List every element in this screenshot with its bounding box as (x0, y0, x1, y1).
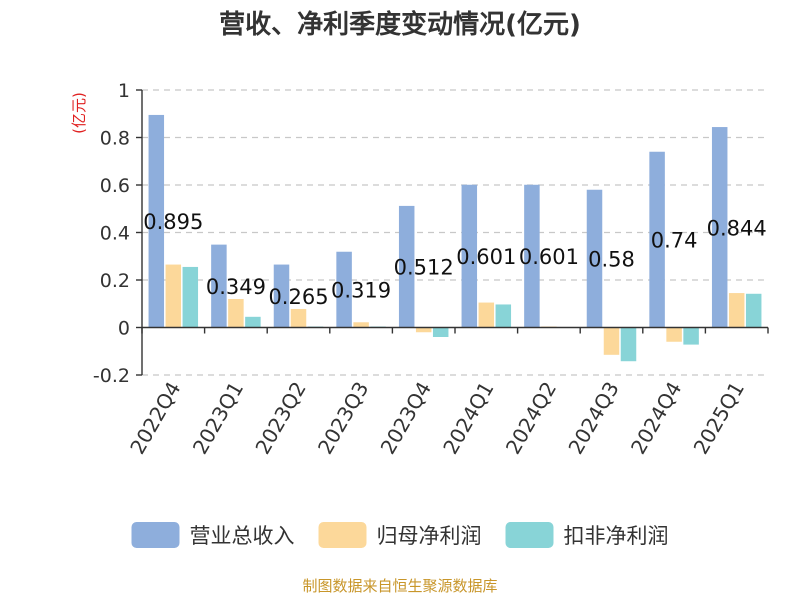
legend: 营业总收入 归母净利润 扣非净利润 (131, 522, 669, 548)
bar (398, 205, 415, 328)
bar (461, 184, 478, 328)
bar (228, 299, 244, 328)
gridlines (142, 89, 768, 376)
bar (683, 327, 699, 345)
bar (495, 304, 512, 328)
bar (524, 184, 540, 328)
data-label: 0.319 (331, 279, 391, 303)
data-label: 0.58 (588, 248, 635, 272)
bar (586, 189, 603, 328)
bar (336, 251, 352, 328)
x-tick-label: 2022Q4 (125, 378, 185, 459)
x-tick-label: 2025Q1 (689, 378, 749, 459)
y-tick-label: 0 (118, 318, 130, 340)
data-label: 0.601 (456, 245, 516, 269)
bar (603, 327, 620, 355)
bars (148, 114, 762, 362)
y-tick-label: 0.4 (100, 223, 130, 245)
y-tick-label: 1 (118, 80, 130, 102)
y-tick-label: 0.2 (100, 270, 130, 292)
x-tick-label: 2023Q2 (250, 378, 310, 459)
bar (432, 327, 449, 337)
bar (666, 327, 682, 342)
y-tick-label: 0.6 (100, 175, 130, 197)
y-tick-label: -0.2 (93, 365, 130, 387)
bar (745, 293, 762, 328)
legend-label: 营业总收入 (190, 524, 295, 548)
data-label: 0.349 (206, 275, 266, 299)
legend-swatch (505, 522, 554, 548)
bar (290, 308, 307, 328)
y-axis-unit: (亿元) (70, 92, 88, 134)
bar (245, 316, 261, 328)
x-tick-label: 2023Q3 (313, 378, 373, 459)
bar (415, 327, 432, 333)
bar (649, 151, 665, 328)
bar (273, 264, 290, 328)
bar (148, 114, 165, 328)
data-label: 0.512 (394, 256, 454, 280)
data-label: 0.844 (707, 216, 767, 240)
x-tick-label: 2024Q4 (626, 378, 686, 459)
bar (478, 302, 495, 328)
data-label: 0.895 (143, 210, 203, 234)
legend-label: 扣非净利润 (564, 524, 669, 548)
data-label: 0.601 (519, 245, 579, 269)
x-tick-label: 2023Q4 (376, 378, 436, 459)
legend-swatch (131, 522, 180, 548)
x-tick-label: 2024Q1 (438, 378, 498, 459)
bar (182, 266, 199, 328)
data-label: 0.265 (268, 285, 328, 309)
y-tick-label: 0.8 (100, 128, 130, 150)
data-label: 0.74 (651, 229, 698, 253)
x-tick-label: 2024Q2 (501, 378, 561, 459)
x-tick-label: 2023Q1 (188, 378, 248, 459)
bar (211, 244, 227, 328)
bar (165, 264, 182, 328)
chart-title: 营收、净利季度变动情况(亿元) (219, 9, 581, 40)
bar (728, 293, 745, 328)
bar (353, 322, 369, 328)
legend-swatch (318, 522, 367, 548)
x-tick-label: 2024Q3 (563, 378, 623, 459)
bar (620, 327, 637, 362)
legend-label: 归母净利润 (377, 524, 482, 548)
source-note: 制图数据来自恒生聚源数据库 (302, 577, 497, 595)
bar (711, 127, 728, 328)
